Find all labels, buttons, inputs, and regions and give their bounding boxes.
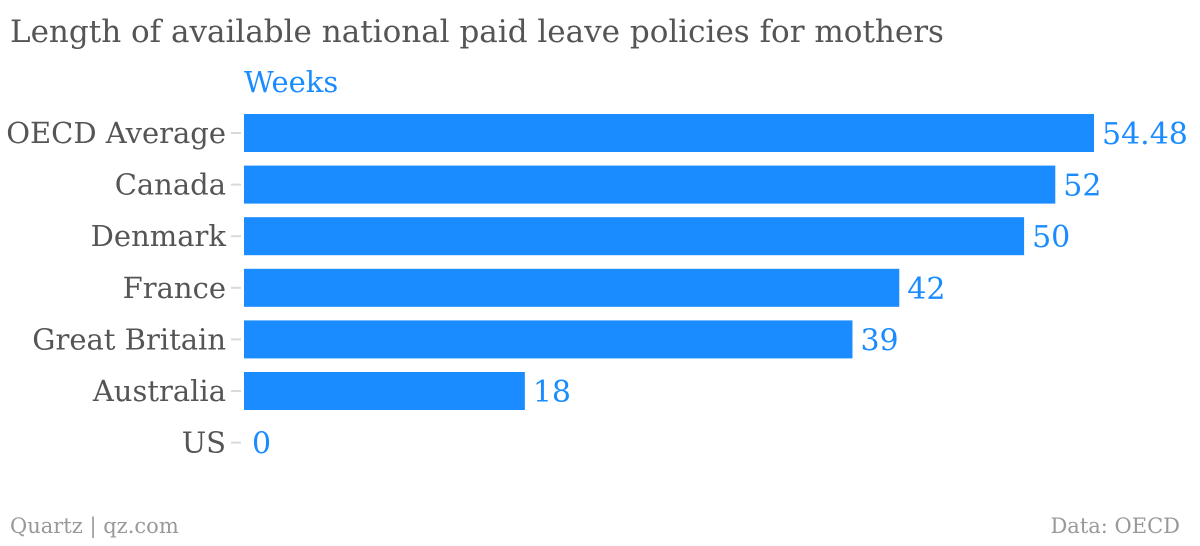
bar — [244, 114, 1094, 152]
bars — [244, 114, 1094, 410]
bar — [244, 165, 1056, 204]
bar — [244, 372, 525, 410]
category-label: Canada — [115, 168, 226, 202]
tick-marks — [231, 132, 241, 444]
series-label: Weeks — [244, 65, 338, 99]
value-label: 50 — [1032, 220, 1070, 255]
footer-source-left: Quartz | qz.com — [10, 514, 179, 539]
bar — [244, 320, 853, 359]
category-label: US — [182, 426, 226, 460]
value-label: 42 — [907, 272, 945, 307]
category-label: Denmark — [91, 219, 227, 253]
footer-data-credit: Data: OECD — [1050, 514, 1180, 538]
category-labels: OECD Average Canada Denmark France Great Bri… — [6, 116, 226, 460]
value-label: 18 — [533, 375, 571, 410]
category-label: Australia — [92, 374, 226, 408]
value-label: 54.48 — [1102, 117, 1188, 152]
bar — [244, 217, 1025, 256]
value-label: 52 — [1063, 169, 1101, 204]
chart-title: Length of available national paid leave … — [10, 14, 944, 50]
value-label: 39 — [860, 323, 898, 358]
category-label: France — [123, 271, 226, 305]
category-label: OECD Average — [6, 116, 226, 150]
value-label: 0 — [252, 427, 271, 462]
bar — [244, 268, 900, 307]
category-label: Great Britain — [32, 322, 226, 356]
